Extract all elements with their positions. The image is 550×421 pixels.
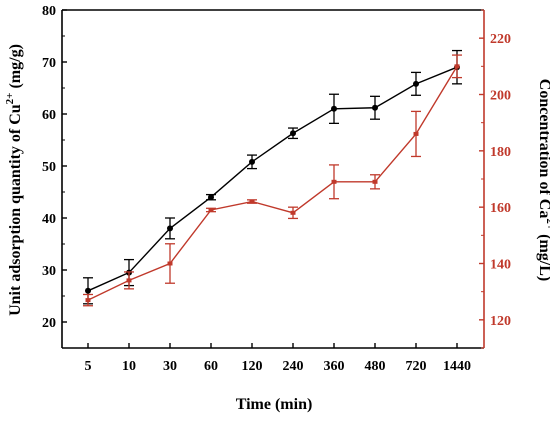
right-y-axis-title: Concentration of Ca2+ (mg/L) (536, 79, 550, 281)
left-y-tick-label: 30 (42, 264, 56, 279)
series-right-point (85, 298, 91, 303)
series-right-point (249, 199, 255, 204)
left-y-tick-label: 20 (42, 316, 56, 331)
right-y-tick-label: 180 (490, 145, 511, 160)
left-y-axis-title: Unit adsorption quantity of Cu2+ (mg/g) (4, 44, 24, 316)
series-left (83, 49, 462, 305)
left-y-tick-label: 60 (42, 108, 56, 123)
x-tick-label: 1440 (443, 359, 471, 374)
x-tick-label: 30 (163, 359, 177, 374)
x-tick-label: 240 (283, 359, 304, 374)
series-left-point (167, 225, 173, 232)
axes-layer: 20 30 40 50 60 70 80 120 140 160 180 200 220 5 10 30 60 1… (4, 4, 550, 374)
series-left-point (372, 104, 378, 111)
left-y-tick-label: 70 (42, 56, 56, 71)
x-tick-label: 60 (204, 359, 218, 374)
series-right-point (126, 278, 132, 283)
series-right-point (413, 131, 419, 136)
series-right-point (331, 179, 337, 184)
x-tick-label: 480 (365, 359, 386, 374)
series-left-point (290, 130, 296, 137)
series-left-point (249, 158, 255, 165)
x-tick-label: 120 (242, 359, 263, 374)
left-y-tick-label: 50 (42, 160, 56, 175)
right-y-tick-label: 160 (490, 201, 511, 216)
plot-frame (61, 9, 485, 349)
series-right-point (290, 210, 296, 215)
series-left-point (208, 194, 214, 201)
x-tick-label: 360 (324, 359, 345, 374)
right-y-tick-label: 120 (490, 314, 511, 329)
right-y-tick-label: 200 (490, 89, 511, 104)
right-y-tick-label: 140 (490, 258, 511, 273)
x-axis-title: Time (min) (236, 396, 313, 413)
series-left-point (85, 287, 91, 294)
left-y-tick-label: 80 (42, 4, 56, 19)
x-tick-label: 5 (85, 359, 92, 374)
series-layer (83, 49, 462, 307)
series-right-point (208, 207, 214, 212)
series-right-point (167, 261, 173, 266)
series-left-point (413, 80, 419, 87)
x-tick-label: 720 (406, 359, 427, 374)
left-y-tick-label: 40 (42, 212, 56, 227)
series-right-line (87, 65, 458, 301)
series-right (83, 54, 462, 307)
series-left-point (331, 105, 337, 112)
right-y-tick-label: 220 (490, 32, 511, 47)
x-tick-label: 10 (122, 359, 136, 374)
series-right-point (372, 179, 378, 184)
series-left-line (87, 66, 458, 292)
series-right-point (454, 64, 460, 69)
